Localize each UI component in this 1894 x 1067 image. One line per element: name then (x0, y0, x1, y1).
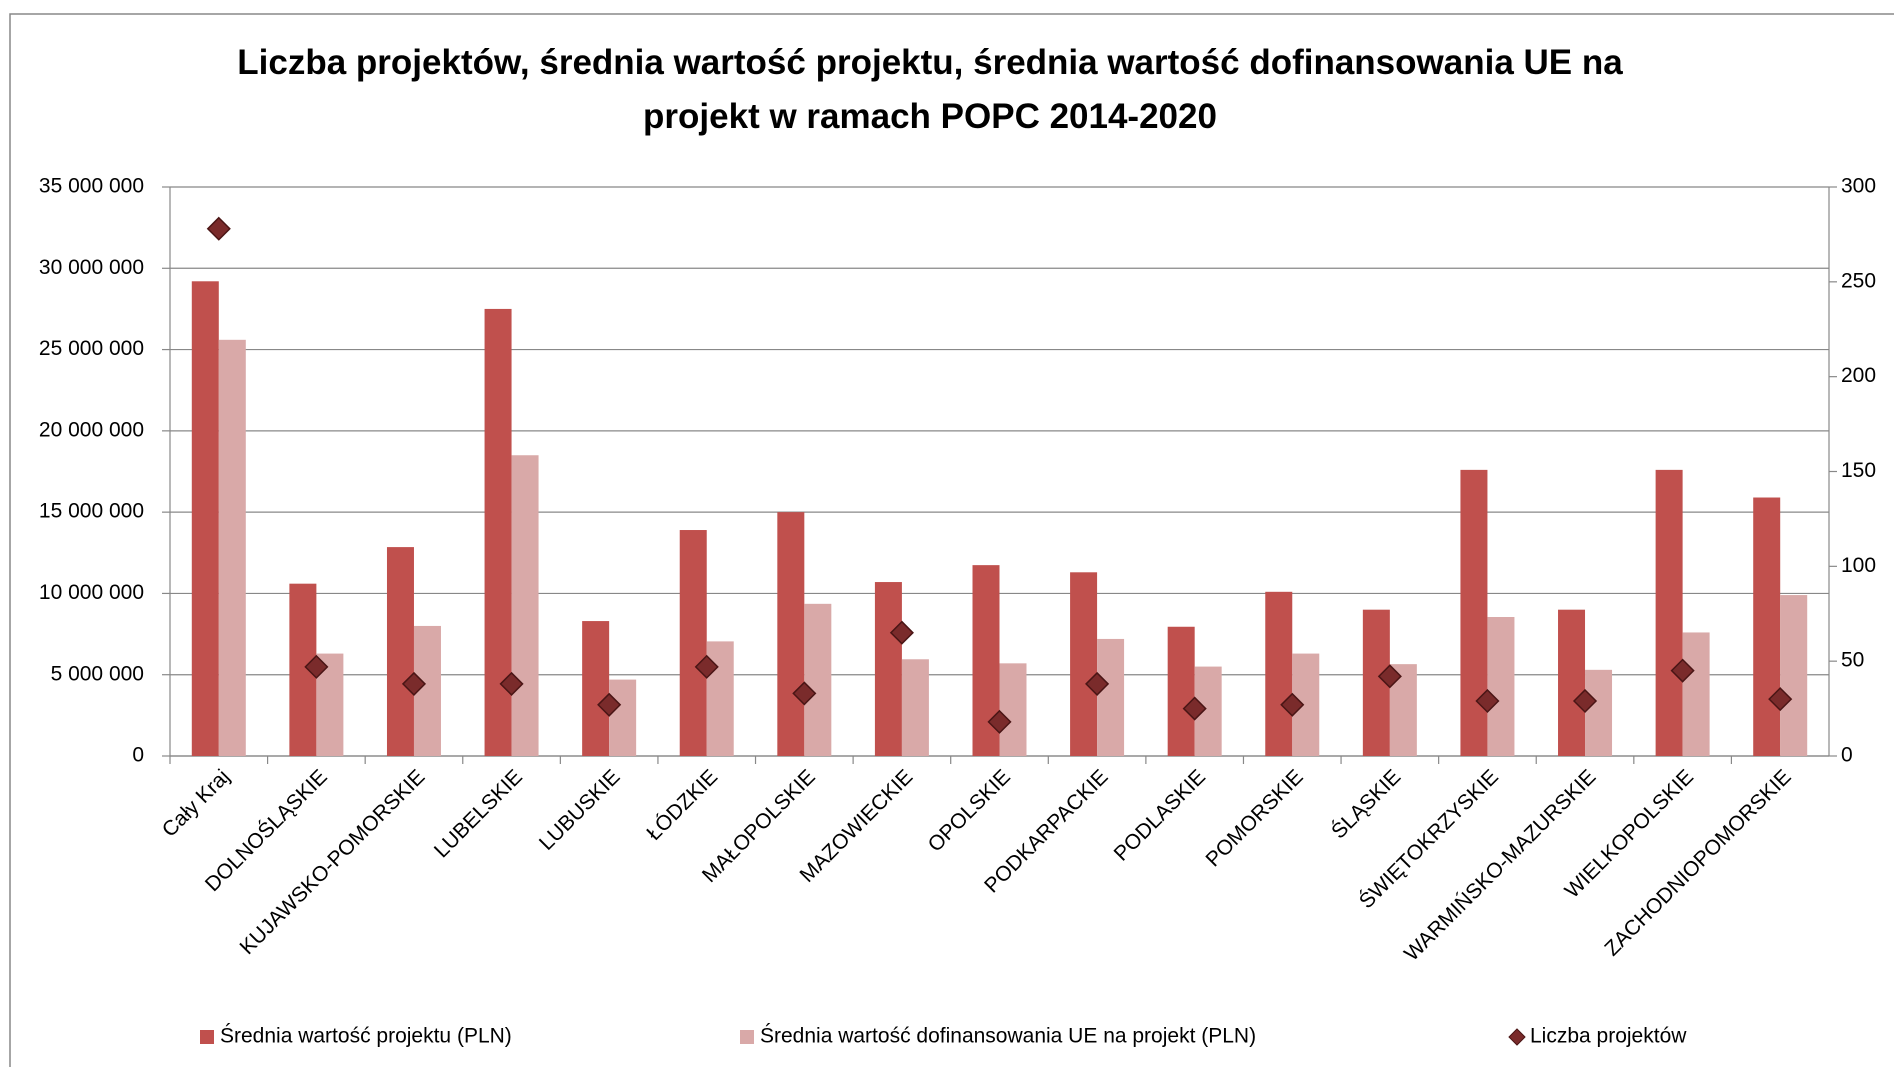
bar (609, 679, 637, 756)
y-tick-label: 35 000 000 (39, 175, 144, 198)
marker (597, 692, 622, 717)
legend-swatch (200, 1030, 214, 1044)
legend-label: Liczba projektów (1530, 1025, 1687, 1048)
x-tick-label: ŚLĄSKIE (1326, 764, 1405, 843)
y2-tick-label: 300 (1841, 175, 1876, 198)
y2-tick-label: 200 (1841, 364, 1876, 387)
bar (1460, 469, 1488, 756)
y-tick-label: 25 000 000 (39, 337, 144, 360)
bar (1097, 638, 1125, 756)
bar (777, 512, 805, 756)
y-tick-label: 30 000 000 (39, 256, 144, 279)
bar (1780, 595, 1808, 756)
x-tick-label: LUBUSKIE (535, 765, 625, 855)
marker (1475, 688, 1500, 714)
bar (1167, 626, 1195, 756)
bar (386, 547, 414, 756)
bar (1487, 617, 1515, 756)
bar (1753, 497, 1781, 756)
x-tick-label: PODLASKIE (1110, 765, 1210, 865)
bar (999, 663, 1027, 756)
y-tick-label: 0 (132, 744, 144, 767)
x-tick-label: Cały Kraj (158, 765, 235, 842)
bar (1070, 572, 1098, 756)
y-tick-label: 10 000 000 (39, 581, 144, 604)
legend-swatch (740, 1030, 754, 1044)
chart-title: Liczba projektów, średnia wartość projek… (237, 43, 1623, 136)
bar (804, 603, 832, 756)
x-tick-label: OPOLSKIE (924, 765, 1015, 856)
bar (679, 530, 707, 756)
y2-tick-label: 0 (1841, 744, 1853, 767)
y2-tick-label: 150 (1841, 459, 1876, 482)
marker (499, 671, 524, 696)
legend-label: Średnia wartość projektu (PLN) (220, 1024, 512, 1048)
marker (889, 620, 914, 645)
marker (987, 709, 1012, 734)
marker (1670, 658, 1695, 683)
marker (1377, 664, 1402, 689)
marker (1182, 696, 1207, 721)
marker (694, 654, 719, 679)
y2-tick-label: 50 (1841, 649, 1864, 672)
bar (901, 659, 929, 756)
x-tick-label: LUBELSKIE (430, 765, 527, 862)
x-tick-label: ŁÓDZKIE (642, 765, 722, 845)
bar (706, 641, 734, 756)
bar (1265, 591, 1293, 756)
y2-tick-label: 100 (1841, 554, 1876, 577)
bar (191, 281, 219, 756)
bar (1655, 469, 1683, 756)
bar (874, 582, 902, 756)
x-tick-label: WARMIŃSKO-MAZURSKIE (1400, 765, 1601, 966)
bar (218, 339, 246, 756)
bar (1682, 632, 1710, 756)
marker (792, 681, 817, 706)
bar (511, 455, 539, 756)
x-tick-label: ZACHODNIOPOMORSKIE (1600, 765, 1795, 960)
marker (206, 216, 231, 241)
chart-frame (9, 13, 1894, 1067)
x-tick-label: POMORSKIE (1202, 765, 1308, 871)
y-tick-label: 15 000 000 (39, 500, 144, 523)
legend-swatch (1508, 1028, 1526, 1046)
marker (304, 654, 329, 679)
marker (1085, 671, 1110, 696)
marker (401, 671, 427, 696)
x-tick-label: KUJAWSKO-POMORSKIE (235, 765, 429, 959)
bar (1558, 609, 1586, 756)
bar (1585, 669, 1613, 756)
marker (1768, 687, 1793, 712)
marker (1280, 692, 1305, 717)
legend-label: Średnia wartość dofinansowania UE na pro… (760, 1024, 1256, 1048)
bar (582, 621, 610, 756)
y-tick-label: 20 000 000 (39, 418, 144, 441)
y-tick-label: 5 000 000 (51, 662, 144, 685)
y2-tick-label: 250 (1841, 269, 1876, 292)
marker (1572, 688, 1598, 714)
